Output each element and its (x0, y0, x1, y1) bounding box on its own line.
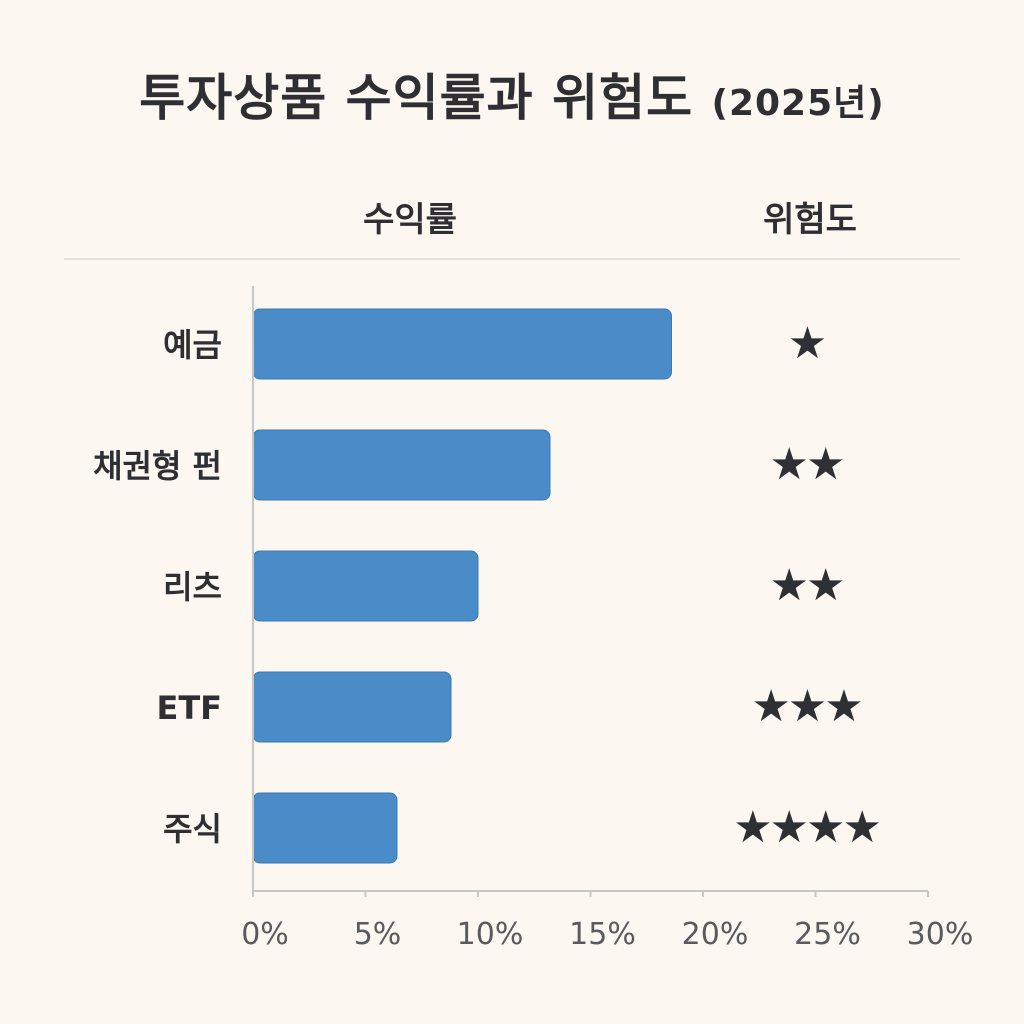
x-tick-label: 5% (354, 917, 402, 952)
star-icon: ★ (769, 439, 809, 490)
category-label: 예금 (163, 326, 222, 364)
bar (252, 671, 452, 743)
x-tick-label: 25% (794, 917, 861, 952)
category-label: 주식 (163, 810, 222, 848)
risk-stars: ★★ (676, 440, 936, 490)
star-icon: ★ (787, 681, 827, 732)
star-icon: ★ (769, 802, 809, 853)
star-icon: ★ (787, 318, 827, 369)
category-label: ETF (156, 689, 222, 727)
x-tick-label: 20% (682, 917, 749, 952)
bar (252, 792, 398, 864)
star-icon: ★ (751, 681, 790, 732)
star-icon: ★ (824, 681, 863, 732)
bar (252, 308, 672, 380)
category-label: 리츠 (163, 568, 222, 606)
risk-stars: ★ (676, 319, 936, 369)
star-icon: ★ (733, 802, 772, 853)
header-divider (64, 258, 960, 260)
risk-stars: ★★★ (676, 682, 936, 732)
category-label: 채권형 펀 (93, 447, 222, 485)
star-icon: ★ (769, 560, 809, 611)
chart-title-year: (2025년) (711, 83, 885, 124)
bar (252, 429, 551, 501)
risk-column-header: 위험도 (763, 200, 857, 240)
x-tick-label: 15% (569, 917, 636, 952)
chart-title-main: 투자상품 수익률과 위험도 (139, 69, 694, 127)
star-icon: ★ (806, 560, 845, 611)
risk-stars: ★★★★ (676, 803, 936, 853)
star-icon: ★ (806, 439, 845, 490)
chart-title: 투자상품 수익률과 위험도 (2025년) (0, 58, 1024, 130)
x-tick-label: 0% (241, 917, 289, 952)
star-icon: ★ (842, 802, 881, 853)
return-column-header: 수익률 (363, 200, 457, 240)
x-tick-label: 30% (907, 917, 974, 952)
risk-stars: ★★ (676, 561, 936, 611)
bar (252, 550, 479, 622)
x-tick-label: 10% (457, 917, 524, 952)
star-icon: ★ (806, 802, 845, 853)
